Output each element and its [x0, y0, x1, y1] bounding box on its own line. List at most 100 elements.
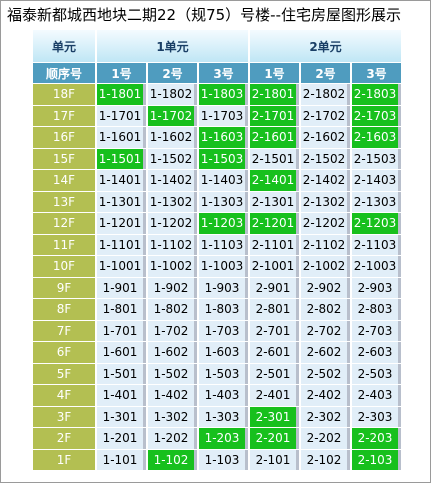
room-cell[interactable]: 1-801	[97, 299, 146, 320]
room-cell[interactable]: 1-1302	[148, 191, 197, 212]
room-cell[interactable]: 1-803	[199, 299, 248, 320]
room-cell-sold[interactable]: 1-102	[148, 449, 197, 470]
room-cell[interactable]: 1-603	[199, 342, 248, 363]
room-cell[interactable]: 2-402	[301, 385, 350, 406]
room-cell[interactable]: 1-702	[148, 320, 197, 341]
room-cell[interactable]: 2-801	[250, 299, 299, 320]
room-cell[interactable]: 2-1303	[352, 191, 401, 212]
room-cell-sold[interactable]: 2-1801	[250, 84, 299, 105]
room-cell[interactable]: 1-301	[97, 406, 146, 427]
room-cell[interactable]: 2-902	[301, 277, 350, 298]
room-cell[interactable]: 1-502	[148, 363, 197, 384]
room-cell[interactable]: 1-1602	[148, 127, 197, 148]
room-cell-sold[interactable]: 2-103	[352, 449, 401, 470]
room-cell[interactable]: 2-1003	[352, 256, 401, 277]
room-cell[interactable]: 2-601	[250, 342, 299, 363]
room-cell[interactable]: 1-1502	[148, 148, 197, 169]
room-cell[interactable]: 1-601	[97, 342, 146, 363]
room-cell[interactable]: 2-202	[301, 428, 350, 449]
room-cell[interactable]: 1-902	[148, 277, 197, 298]
room-cell[interactable]: 1-1201	[97, 213, 146, 234]
room-cell[interactable]: 1-302	[148, 406, 197, 427]
room-cell[interactable]: 1-403	[199, 385, 248, 406]
room-cell[interactable]: 1-701	[97, 320, 146, 341]
room-cell[interactable]: 1-501	[97, 363, 146, 384]
room-cell[interactable]: 1-1403	[199, 170, 248, 191]
room-cell[interactable]: 2-1702	[301, 105, 350, 126]
room-cell[interactable]: 1-1003	[199, 256, 248, 277]
room-cell-sold[interactable]: 1-1702	[148, 105, 197, 126]
room-cell[interactable]: 1-101	[97, 449, 146, 470]
room-cell-sold[interactable]: 2-201	[250, 428, 299, 449]
room-cell-sold[interactable]: 1-1603	[199, 127, 248, 148]
room-cell[interactable]: 2-403	[352, 385, 401, 406]
room-cell-sold[interactable]: 2-1703	[352, 105, 401, 126]
room-cell[interactable]: 2-1101	[250, 234, 299, 255]
room-cell[interactable]: 2-701	[250, 320, 299, 341]
room-cell-sold[interactable]: 2-203	[352, 428, 401, 449]
room-cell-sold[interactable]: 2-1401	[250, 170, 299, 191]
room-cell-sold[interactable]: 2-1701	[250, 105, 299, 126]
room-cell[interactable]: 1-1101	[97, 234, 146, 255]
room-cell[interactable]: 2-602	[301, 342, 350, 363]
room-cell[interactable]: 2-1103	[352, 234, 401, 255]
room-cell[interactable]: 2-1002	[301, 256, 350, 277]
room-cell[interactable]: 2-1502	[301, 148, 350, 169]
room-cell[interactable]: 2-1501	[250, 148, 299, 169]
room-cell[interactable]: 1-401	[97, 385, 146, 406]
room-cell[interactable]: 2-1402	[301, 170, 350, 191]
room-cell[interactable]: 2-903	[352, 277, 401, 298]
room-cell-sold[interactable]: 2-301	[250, 406, 299, 427]
room-cell-sold[interactable]: 1-1801	[97, 84, 146, 105]
room-cell[interactable]: 1-901	[97, 277, 146, 298]
room-cell-sold[interactable]: 2-1601	[250, 127, 299, 148]
room-cell[interactable]: 1-1001	[97, 256, 146, 277]
room-cell[interactable]: 2-1403	[352, 170, 401, 191]
room-cell[interactable]: 2-1202	[301, 213, 350, 234]
room-cell[interactable]: 1-703	[199, 320, 248, 341]
room-cell[interactable]: 2-303	[352, 406, 401, 427]
room-cell-sold[interactable]: 1-1203	[199, 213, 248, 234]
room-cell[interactable]: 2-501	[250, 363, 299, 384]
room-cell[interactable]: 2-503	[352, 363, 401, 384]
room-cell[interactable]: 2-1602	[301, 127, 350, 148]
room-cell[interactable]: 1-402	[148, 385, 197, 406]
room-cell-sold[interactable]: 1-1803	[199, 84, 248, 105]
room-cell[interactable]: 1-1601	[97, 127, 146, 148]
room-cell[interactable]: 1-1802	[148, 84, 197, 105]
room-cell[interactable]: 2-101	[250, 449, 299, 470]
room-cell[interactable]: 1-1701	[97, 105, 146, 126]
room-cell[interactable]: 2-803	[352, 299, 401, 320]
room-cell[interactable]: 2-603	[352, 342, 401, 363]
room-cell[interactable]: 1-1102	[148, 234, 197, 255]
room-cell-sold[interactable]: 1-1501	[97, 148, 146, 169]
room-cell[interactable]: 1-1402	[148, 170, 197, 191]
room-cell[interactable]: 2-702	[301, 320, 350, 341]
room-cell[interactable]: 1-202	[148, 428, 197, 449]
room-cell-sold[interactable]: 2-1603	[352, 127, 401, 148]
room-cell[interactable]: 1-903	[199, 277, 248, 298]
room-cell-sold[interactable]: 2-1203	[352, 213, 401, 234]
room-cell[interactable]: 1-1301	[97, 191, 146, 212]
room-cell-sold[interactable]: 1-203	[199, 428, 248, 449]
room-cell[interactable]: 2-1102	[301, 234, 350, 255]
room-cell[interactable]: 2-401	[250, 385, 299, 406]
room-cell-sold[interactable]: 2-1201	[250, 213, 299, 234]
room-cell[interactable]: 1-802	[148, 299, 197, 320]
room-cell[interactable]: 1-1202	[148, 213, 197, 234]
room-cell[interactable]: 1-303	[199, 406, 248, 427]
room-cell[interactable]: 2-1503	[352, 148, 401, 169]
room-cell[interactable]: 1-103	[199, 449, 248, 470]
room-cell[interactable]: 1-1401	[97, 170, 146, 191]
room-cell[interactable]: 2-1001	[250, 256, 299, 277]
room-cell[interactable]: 2-102	[301, 449, 350, 470]
room-cell[interactable]: 1-503	[199, 363, 248, 384]
room-cell[interactable]: 1-1103	[199, 234, 248, 255]
room-cell[interactable]: 2-1802	[301, 84, 350, 105]
room-cell[interactable]: 2-802	[301, 299, 350, 320]
room-cell[interactable]: 1-201	[97, 428, 146, 449]
room-cell[interactable]: 1-1703	[199, 105, 248, 126]
room-cell[interactable]: 1-1303	[199, 191, 248, 212]
room-cell[interactable]: 2-502	[301, 363, 350, 384]
room-cell[interactable]: 2-901	[250, 277, 299, 298]
